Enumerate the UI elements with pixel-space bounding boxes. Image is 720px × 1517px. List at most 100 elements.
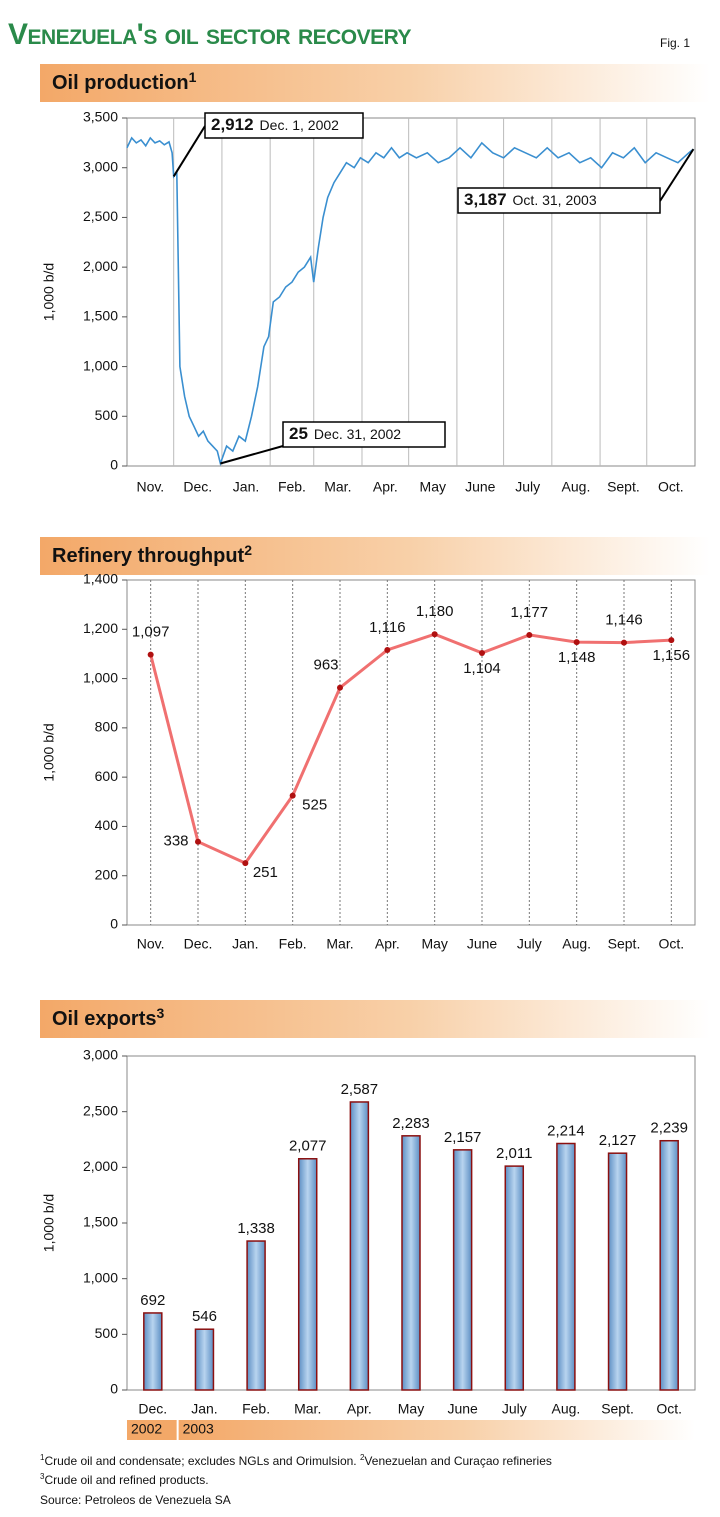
- data-point: [289, 792, 296, 799]
- x-tick-label: Mar.: [294, 1401, 321, 1417]
- data-label: 1,177: [511, 604, 549, 621]
- x-tick-label: Feb.: [279, 936, 307, 952]
- data-label: 2,587: [341, 1081, 379, 1098]
- annotation-text: 2,912 Dec. 1, 2002: [211, 115, 339, 134]
- data-label: 1,148: [558, 649, 596, 666]
- bar: [452, 1149, 473, 1391]
- y-tick-label: 1,000: [83, 357, 118, 373]
- y-tick-label: 1,400: [83, 571, 118, 587]
- section-title-note: 2: [244, 542, 252, 558]
- footnote-mark: 1: [40, 1453, 45, 1462]
- data-point: [573, 639, 580, 646]
- x-tick-label: Jan.: [233, 479, 259, 495]
- data-point: [195, 838, 201, 845]
- section-title: Oil exports3: [52, 1005, 164, 1031]
- footnote-text: Venezuelan and Curaçao refineries: [364, 1454, 551, 1468]
- data-label: 2,127: [599, 1132, 637, 1149]
- x-tick-label: Mar.: [324, 479, 351, 495]
- x-tick-label: Apr.: [375, 936, 400, 952]
- data-label: 1,146: [605, 612, 643, 629]
- data-label: 2,011: [496, 1145, 532, 1162]
- section-header-bar: [40, 1000, 710, 1038]
- data-label: 2,077: [289, 1138, 327, 1155]
- x-tick-label: Dec.: [138, 1401, 167, 1417]
- footnote: 1Crude oil and condensate; excludes NGLs…: [40, 1453, 552, 1468]
- section-header-bar: [40, 537, 710, 575]
- x-tick-label: Oct.: [656, 1401, 682, 1417]
- footnote-mark: 2: [360, 1453, 365, 1462]
- annotation-value: 25: [289, 424, 308, 443]
- y-tick-label: 0: [110, 457, 118, 473]
- y-tick-label: 3,000: [83, 1047, 118, 1063]
- x-tick-label: Oct.: [658, 936, 684, 952]
- data-label: 2,283: [392, 1115, 430, 1132]
- year-band: [178, 1420, 696, 1440]
- y-tick-label: 1,500: [83, 1214, 118, 1230]
- x-tick-label: Nov.: [137, 936, 165, 952]
- section-title-note: 1: [189, 69, 197, 85]
- y-tick-label: 400: [95, 817, 119, 833]
- x-tick-label: Aug.: [562, 479, 591, 495]
- section-title: Oil production1: [52, 69, 197, 95]
- y-axis-label: 1,000 b/d: [41, 723, 57, 781]
- year-label: 2002: [131, 1421, 162, 1437]
- throughput-line: [149, 632, 672, 866]
- section-title: Refinery throughput2: [52, 542, 252, 568]
- footnote-text: Crude oil and condensate; excludes NGLs …: [44, 1454, 360, 1468]
- x-tick-label: May: [420, 479, 446, 495]
- y-axis-label: 1,000 b/d: [41, 263, 57, 321]
- x-tick-label: June: [467, 936, 498, 952]
- data-label: 1,116: [369, 619, 405, 636]
- annotation-value: 2,912: [211, 115, 254, 134]
- annotation-text: 25 Dec. 31, 2002: [289, 424, 401, 443]
- x-tick-label: Sept.: [601, 1401, 634, 1417]
- x-tick-label: Oct.: [658, 479, 684, 495]
- bar: [659, 1139, 679, 1391]
- data-label: 2,239: [650, 1120, 688, 1137]
- x-tick-label: Feb.: [242, 1401, 270, 1417]
- y-tick-label: 800: [95, 719, 119, 735]
- section-title-note: 3: [156, 1005, 164, 1021]
- data-label: 338: [163, 833, 188, 850]
- y-tick-label: 0: [110, 916, 118, 932]
- data-label: 692: [140, 1292, 165, 1309]
- x-tick-label: July: [515, 479, 540, 495]
- annotation-box: [282, 421, 446, 448]
- x-tick-label: June: [447, 1401, 478, 1417]
- annotation-date: Dec. 31, 2002: [314, 426, 401, 442]
- section-title-text: Refinery throughput: [52, 545, 245, 567]
- y-tick-label: 3,500: [83, 109, 118, 125]
- annotation-date: Dec. 1, 2002: [260, 117, 340, 133]
- x-tick-label: Aug.: [552, 1401, 581, 1417]
- x-tick-label: Jan.: [191, 1401, 217, 1417]
- y-tick-label: 2,500: [83, 208, 118, 224]
- bar: [246, 1240, 266, 1391]
- section-title-text: Oil exports: [52, 1008, 156, 1030]
- footnote: 3Crude oil and refined products.: [40, 1472, 209, 1487]
- annotation-date: Oct. 31, 2003: [513, 192, 597, 208]
- data-point: [621, 639, 627, 646]
- plot-area: [126, 117, 696, 467]
- data-label: 1,338: [237, 1220, 275, 1237]
- annotation-box: [457, 187, 661, 214]
- y-tick-label: 1,000: [83, 1269, 118, 1285]
- x-tick-label: May: [421, 936, 447, 952]
- footnote-text: Crude oil and refined products.: [44, 1473, 208, 1487]
- x-tick-label: Dec.: [183, 479, 212, 495]
- x-tick-label: Aug.: [562, 936, 591, 952]
- data-label: 1,180: [416, 603, 454, 620]
- y-tick-label: 1,200: [83, 620, 118, 636]
- data-label: 1,097: [132, 624, 170, 641]
- data-label: 2,214: [547, 1122, 585, 1139]
- data-label: 1,104: [463, 660, 501, 677]
- y-tick-label: 1,500: [83, 308, 118, 324]
- y-tick-label: 2,000: [83, 258, 118, 274]
- annotation-leader: [659, 148, 695, 202]
- data-label: 963: [313, 657, 338, 674]
- x-tick-label: May: [398, 1401, 424, 1417]
- data-label: 546: [192, 1308, 217, 1325]
- y-tick-label: 200: [95, 866, 119, 882]
- x-tick-label: Nov.: [136, 479, 164, 495]
- data-label: 2,157: [444, 1129, 482, 1146]
